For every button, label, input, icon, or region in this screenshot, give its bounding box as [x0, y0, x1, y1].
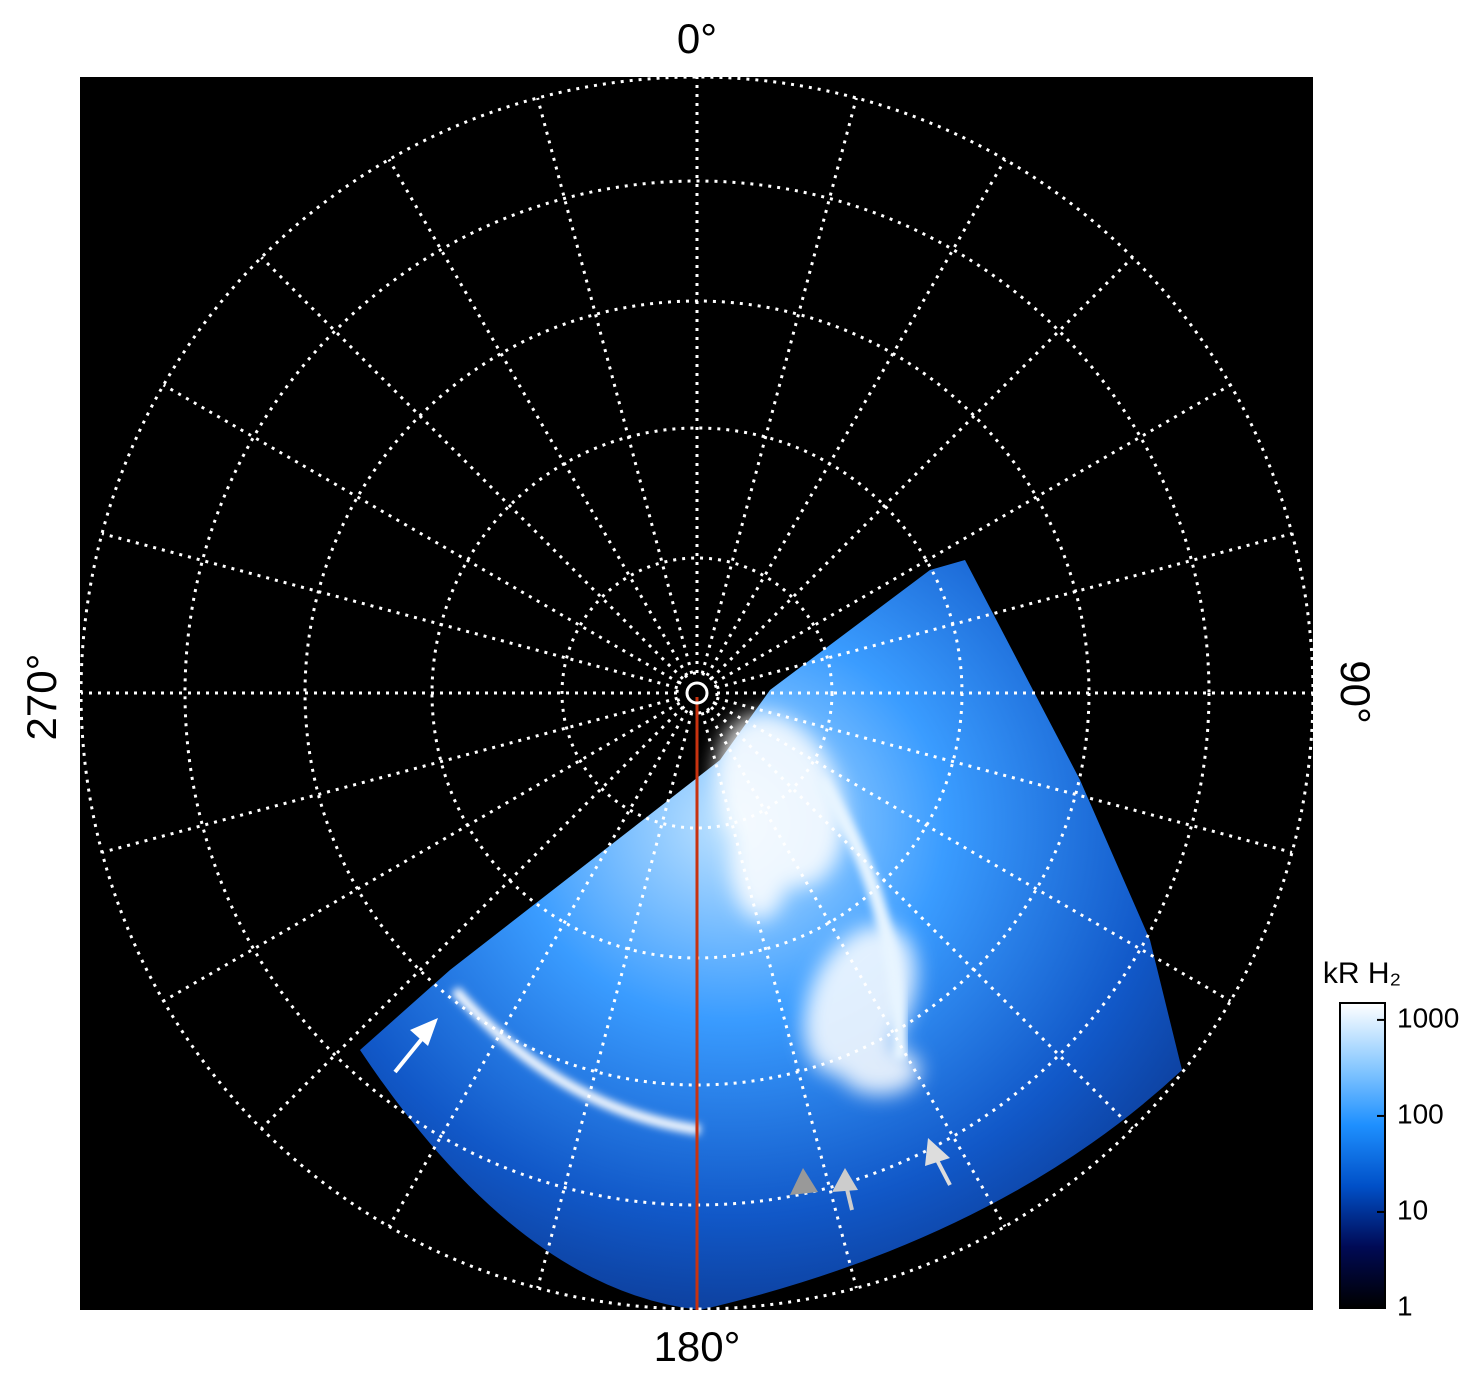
- polar-grid: [80, 77, 1313, 1310]
- grid-spoke: [700, 97, 858, 675]
- grid-spoke: [710, 706, 1134, 1130]
- emission-region: [360, 560, 1182, 1310]
- colorbar: 1 10 100 1000: [1339, 1002, 1459, 1321]
- pole-marker: [685, 681, 709, 705]
- grid-spoke: [536, 97, 694, 675]
- arrows: [393, 1018, 952, 1211]
- grid-spoke: [162, 701, 681, 1003]
- grid-spoke: [387, 158, 689, 677]
- grid-ring: [560, 556, 834, 830]
- grid-ring: [183, 179, 1211, 1207]
- grid-spoke: [260, 256, 684, 680]
- grid-spoke: [536, 711, 694, 1289]
- colorbar-tick-label: 10: [1397, 1194, 1428, 1225]
- grid-spoke: [162, 383, 681, 685]
- angle-label-right: 90°: [1332, 660, 1379, 724]
- grid-spoke: [715, 696, 1293, 854]
- grid-spoke: [101, 696, 679, 854]
- colorbar-tick-label: 100: [1397, 1098, 1444, 1129]
- grid-spoke: [700, 711, 858, 1289]
- grid-spoke: [705, 709, 1007, 1228]
- colorbar-tick-label: 1000: [1397, 1002, 1459, 1033]
- grid-spoke: [705, 158, 1007, 677]
- colorbar-bar: [1339, 1002, 1386, 1309]
- aurora-image: [360, 560, 1182, 1310]
- angle-label-top: 0°: [677, 15, 717, 62]
- grid-spoke: [387, 709, 689, 1228]
- grid-spoke: [260, 706, 684, 1130]
- grid-spoke: [710, 256, 1134, 680]
- angle-label-left: 270°: [18, 654, 65, 741]
- grid-spoke: [713, 383, 1232, 685]
- grid-spoke: [101, 532, 679, 690]
- colorbar-label: kR H₂: [1323, 957, 1401, 990]
- colorbar-tick-label: 1: [1397, 1290, 1413, 1321]
- angle-label-bottom: 180°: [654, 1323, 741, 1370]
- grid-spoke: [713, 701, 1232, 1003]
- grid-spoke: [715, 532, 1293, 690]
